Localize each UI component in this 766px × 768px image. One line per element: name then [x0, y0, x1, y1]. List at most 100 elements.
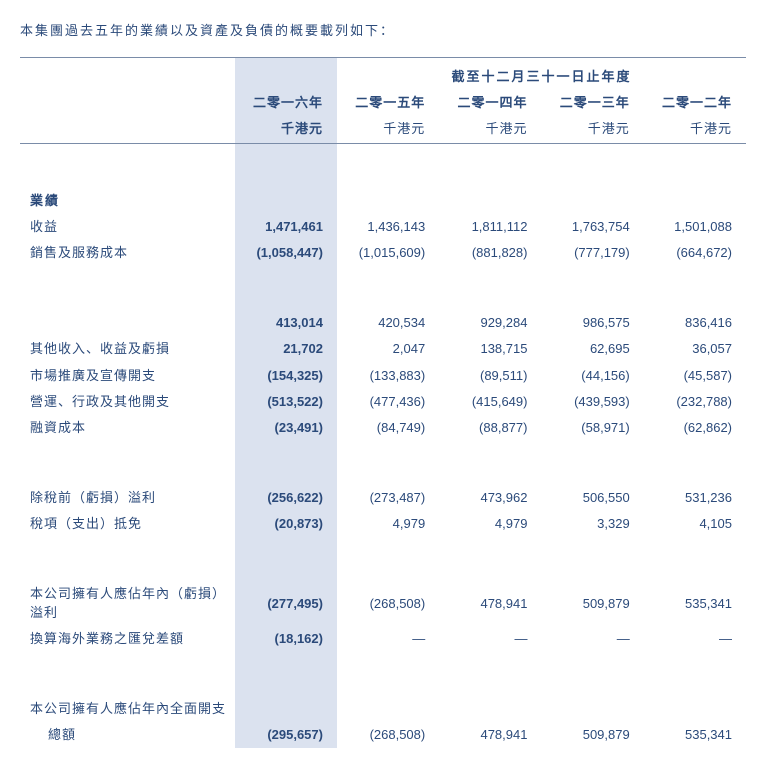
- cell: —: [644, 626, 746, 652]
- header-unit-row: 千港元 千港元 千港元 千港元 千港元: [20, 116, 746, 143]
- row-label: 其他收入、收益及虧損: [20, 336, 235, 362]
- cell: 138,715: [439, 336, 541, 362]
- row-label: 銷售及服務成本: [20, 240, 235, 266]
- financial-table: 截至十二月三十一日止年度 二零一六年 二零一五年 二零一四年 二零一三年 二零一…: [20, 58, 746, 748]
- cell: (268,508): [337, 581, 439, 625]
- row-label-line2: 總額: [20, 722, 235, 748]
- cell: 4,979: [439, 511, 541, 537]
- cell: 478,941: [439, 581, 541, 625]
- cell: (20,873): [235, 511, 337, 537]
- cell: (295,657): [235, 722, 337, 748]
- header-years-row: 二零一六年 二零一五年 二零一四年 二零一三年 二零一二年: [20, 90, 746, 116]
- row-label: 除稅前（虧損）溢利: [20, 485, 235, 511]
- cell: (133,883): [337, 363, 439, 389]
- row-label: 本公司擁有人應佔年內（虧損）溢利: [20, 581, 235, 625]
- cell: (23,491): [235, 415, 337, 441]
- cell: (154,325): [235, 363, 337, 389]
- row-attributable: 本公司擁有人應佔年內（虧損）溢利 (277,495) (268,508) 478…: [20, 581, 746, 625]
- row-pbt: 除稅前（虧損）溢利 (256,622) (273,487) 473,962 50…: [20, 485, 746, 511]
- cell: (44,156): [541, 363, 643, 389]
- cell: 420,534: [337, 310, 439, 336]
- cell: (88,877): [439, 415, 541, 441]
- unit-3: 千港元: [541, 116, 643, 143]
- cell: —: [541, 626, 643, 652]
- cell: (232,788): [644, 389, 746, 415]
- cell: (268,508): [337, 722, 439, 748]
- cell: (277,495): [235, 581, 337, 625]
- row-revenue: 收益 1,471,461 1,436,143 1,811,112 1,763,7…: [20, 214, 746, 240]
- cell: 1,811,112: [439, 214, 541, 240]
- row-tax: 稅項（支出）抵免 (20,873) 4,979 4,979 3,329 4,10…: [20, 511, 746, 537]
- cell: 506,550: [541, 485, 643, 511]
- row-label: [20, 310, 235, 336]
- results-label: 業績: [20, 188, 235, 214]
- row-label: 換算海外業務之匯兌差額: [20, 626, 235, 652]
- row-label: 市場推廣及宣傳開支: [20, 363, 235, 389]
- row-total-comp: 總額 (295,657) (268,508) 478,941 509,879 5…: [20, 722, 746, 748]
- cell: (477,436): [337, 389, 439, 415]
- cell: (62,862): [644, 415, 746, 441]
- unit-0: 千港元: [235, 116, 337, 143]
- cell: (664,672): [644, 240, 746, 266]
- section-results: 業績: [20, 188, 746, 214]
- cell: —: [337, 626, 439, 652]
- cell: 473,962: [439, 485, 541, 511]
- unit-2: 千港元: [439, 116, 541, 143]
- row-label: 融資成本: [20, 415, 235, 441]
- cell: (881,828): [439, 240, 541, 266]
- cell: 535,341: [644, 581, 746, 625]
- cell: (256,622): [235, 485, 337, 511]
- financial-table-wrap: 截至十二月三十一日止年度 二零一六年 二零一五年 二零一四年 二零一三年 二零一…: [20, 57, 746, 748]
- cell: 836,416: [644, 310, 746, 336]
- cell: 36,057: [644, 336, 746, 362]
- cell: (273,487): [337, 485, 439, 511]
- row-label: 稅項（支出）抵免: [20, 511, 235, 537]
- cell: 986,575: [541, 310, 643, 336]
- row-label: 營運、行政及其他開支: [20, 389, 235, 415]
- cell: 4,105: [644, 511, 746, 537]
- row-cost-of-sales: 銷售及服務成本 (1,058,447) (1,015,609) (881,828…: [20, 240, 746, 266]
- cell: 478,941: [439, 722, 541, 748]
- cell: 4,979: [337, 511, 439, 537]
- year-2014: 二零一四年: [439, 90, 541, 116]
- year-2016: 二零一六年: [235, 90, 337, 116]
- cell: (18,162): [235, 626, 337, 652]
- cell: 2,047: [337, 336, 439, 362]
- row-fx: 換算海外業務之匯兌差額 (18,162) — — — —: [20, 626, 746, 652]
- cell: 531,236: [644, 485, 746, 511]
- cell: (777,179): [541, 240, 643, 266]
- header-span-row: 截至十二月三十一日止年度: [20, 58, 746, 90]
- row-admin: 營運、行政及其他開支 (513,522) (477,436) (415,649)…: [20, 389, 746, 415]
- cell: (58,971): [541, 415, 643, 441]
- cell: (439,593): [541, 389, 643, 415]
- row-gross: 413,014 420,534 929,284 986,575 836,416: [20, 310, 746, 336]
- cell: (1,058,447): [235, 240, 337, 266]
- cell: 535,341: [644, 722, 746, 748]
- row-label: 收益: [20, 214, 235, 240]
- unit-1: 千港元: [337, 116, 439, 143]
- cell: —: [439, 626, 541, 652]
- intro-text: 本集團過去五年的業績以及資產及負債的概要載列如下：: [20, 20, 746, 39]
- cell: (89,511): [439, 363, 541, 389]
- header-span: 截至十二月三十一日止年度: [337, 58, 746, 90]
- cell: 62,695: [541, 336, 643, 362]
- row-total-comp-label: 本公司擁有人應佔年內全面開支: [20, 696, 746, 722]
- row-other-income: 其他收入、收益及虧損 21,702 2,047 138,715 62,695 3…: [20, 336, 746, 362]
- cell: 413,014: [235, 310, 337, 336]
- year-2015: 二零一五年: [337, 90, 439, 116]
- year-2013: 二零一三年: [541, 90, 643, 116]
- unit-4: 千港元: [644, 116, 746, 143]
- cell: 509,879: [541, 581, 643, 625]
- cell: (415,649): [439, 389, 541, 415]
- cell: (513,522): [235, 389, 337, 415]
- cell: 929,284: [439, 310, 541, 336]
- cell: (84,749): [337, 415, 439, 441]
- row-label-line1: 本公司擁有人應佔年內全面開支: [20, 696, 235, 722]
- cell: (45,587): [644, 363, 746, 389]
- row-marketing: 市場推廣及宣傳開支 (154,325) (133,883) (89,511) (…: [20, 363, 746, 389]
- row-finance-cost: 融資成本 (23,491) (84,749) (88,877) (58,971)…: [20, 415, 746, 441]
- cell: (1,015,609): [337, 240, 439, 266]
- cell: 1,436,143: [337, 214, 439, 240]
- cell: 1,763,754: [541, 214, 643, 240]
- cell: 1,501,088: [644, 214, 746, 240]
